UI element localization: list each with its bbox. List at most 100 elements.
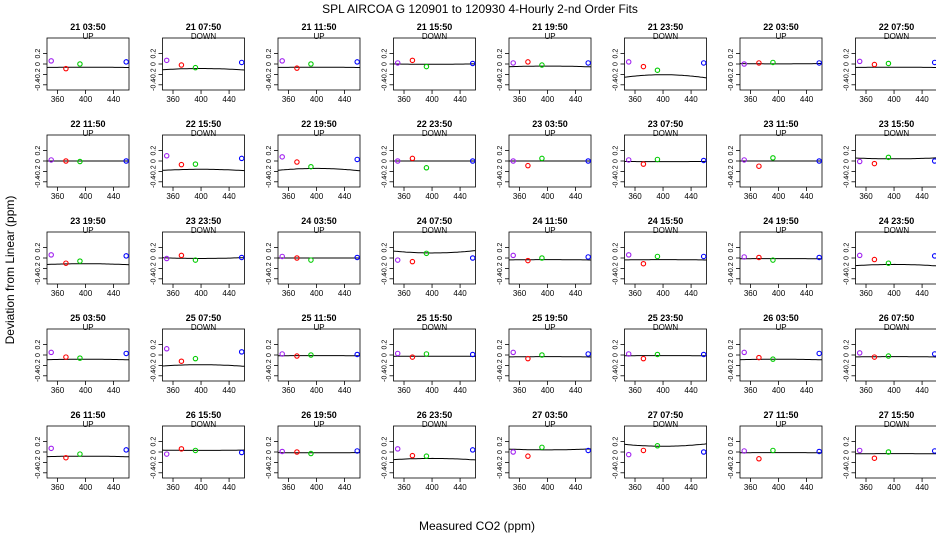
- panel-title: 23 03:50: [532, 119, 568, 129]
- standard-point: [856, 252, 863, 259]
- y-tick-label: -0.2: [613, 262, 620, 274]
- panel-title: 22 19:50: [301, 119, 337, 129]
- y-tick-label: 0: [613, 353, 620, 357]
- y-tick-label: 0.2: [613, 146, 620, 156]
- x-tick-label: 400: [194, 95, 208, 104]
- standard-point: [871, 354, 878, 360]
- fit-curve: [624, 74, 707, 79]
- y-tick-label: 0.2: [728, 340, 735, 350]
- x-tick-label: 440: [569, 289, 583, 298]
- y-tick-label: 0.2: [497, 243, 504, 253]
- y-tick-label: -0.4: [35, 79, 42, 91]
- y-tick-label: -0.4: [844, 467, 851, 479]
- y-tick-label: -0.2: [35, 456, 42, 468]
- x-tick-label: 360: [166, 192, 180, 201]
- y-tick-label: 0: [35, 62, 42, 66]
- panel-frame: [624, 328, 707, 382]
- y-tick-label: -0.4: [382, 467, 389, 479]
- y-tick-label: 0: [151, 450, 158, 454]
- standard-point: [469, 447, 476, 453]
- standard-point: [123, 447, 129, 453]
- x-tick-label: 400: [772, 386, 786, 395]
- x-tick-label: 440: [569, 386, 583, 395]
- x-tick-label: 440: [800, 192, 814, 201]
- standard-point: [308, 163, 314, 170]
- panel-title: 21 19:50: [532, 22, 568, 32]
- x-tick-label: 360: [51, 95, 65, 104]
- x-tick-label: 440: [915, 192, 929, 201]
- y-tick-label: -0.2: [35, 165, 42, 177]
- x-tick-label: 400: [772, 95, 786, 104]
- x-tick-label: 400: [541, 386, 555, 395]
- panel-title: 21 23:50: [648, 22, 684, 32]
- y-tick-label: -0.2: [382, 359, 389, 371]
- standard-point: [123, 59, 129, 65]
- standard-point: [931, 351, 936, 357]
- y-tick-label: -0.2: [844, 359, 851, 371]
- standard-point: [77, 451, 83, 457]
- x-tick-label: 360: [282, 289, 296, 298]
- x-tick-label: 440: [915, 95, 929, 104]
- panel-direction: UP: [544, 323, 555, 332]
- standard-point: [525, 59, 531, 65]
- standard-point: [770, 257, 776, 263]
- x-tick-label: 360: [397, 95, 411, 104]
- standard-point: [77, 258, 83, 264]
- y-tick-label: 0: [613, 159, 620, 163]
- panel-title: 22 23:50: [417, 119, 453, 129]
- x-tick-label: 400: [194, 483, 208, 492]
- x-tick-label: 440: [338, 289, 352, 298]
- x-tick-label: 400: [887, 192, 901, 201]
- panel-direction: UP: [82, 226, 93, 235]
- panel-direction: DOWN: [422, 226, 448, 235]
- y-tick-label: -0.2: [151, 68, 158, 80]
- panel-direction: DOWN: [191, 420, 217, 429]
- standard-point: [700, 253, 707, 260]
- panel-frame: [162, 37, 245, 91]
- y-tick-label: 0.2: [266, 437, 273, 447]
- y-tick-label: -0.4: [151, 176, 158, 188]
- y-tick-label: 0: [266, 159, 273, 163]
- x-tick-label: 400: [656, 95, 670, 104]
- panel-frame: [46, 328, 130, 382]
- panel-title: 23 11:50: [763, 119, 798, 129]
- x-tick-label: 400: [194, 192, 208, 201]
- standard-point: [394, 446, 401, 452]
- x-tick-label: 400: [310, 483, 324, 492]
- y-tick-label: 0.2: [35, 340, 42, 350]
- y-tick-label: -0.2: [844, 165, 851, 177]
- x-tick-label: 400: [310, 289, 324, 298]
- standard-point: [77, 61, 83, 67]
- y-tick-label: -0.2: [266, 165, 273, 177]
- panel-frame: [162, 134, 245, 188]
- panel-direction: DOWN: [191, 226, 217, 235]
- y-tick-label: 0.2: [613, 437, 620, 447]
- x-tick-label: 400: [772, 289, 786, 298]
- standard-point: [640, 63, 647, 70]
- standard-point: [77, 355, 83, 361]
- x-tick-label: 400: [772, 483, 786, 492]
- standard-point: [525, 355, 531, 362]
- x-tick-label: 400: [79, 192, 93, 201]
- standard-point: [625, 157, 632, 163]
- x-tick-label: 440: [107, 483, 121, 492]
- y-tick-label: -0.2: [844, 262, 851, 274]
- y-tick-label: 0.2: [382, 437, 389, 447]
- x-tick-label: 400: [656, 386, 670, 395]
- x-tick-label: 400: [79, 386, 93, 395]
- x-tick-label: 440: [684, 289, 698, 298]
- x-tick-label: 400: [310, 386, 324, 395]
- x-tick-label: 400: [887, 386, 901, 395]
- y-tick-label: 0.2: [613, 243, 620, 253]
- panel-direction: UP: [82, 129, 93, 138]
- x-tick-label: 440: [684, 192, 698, 201]
